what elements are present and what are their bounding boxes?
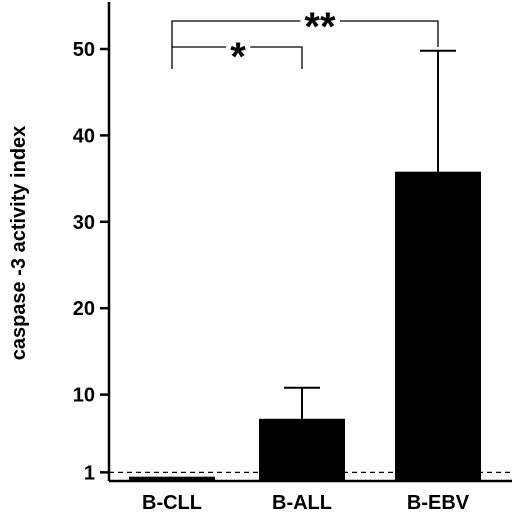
significance-label: ** bbox=[304, 5, 336, 49]
significance-brackets: *** bbox=[171, 5, 439, 79]
chart-labels: B-CLL B-ALL B-EBV bbox=[142, 492, 470, 514]
significance-label-gap bbox=[300, 18, 340, 24]
category-label: B-ALL bbox=[272, 492, 332, 514]
y-tick-label: 30 bbox=[73, 212, 95, 234]
y-tick-label: 1 bbox=[84, 462, 95, 484]
significance-label-gap bbox=[226, 44, 251, 50]
y-axis-title: caspase -3 activity index bbox=[8, 126, 30, 361]
y-tick-label: 40 bbox=[73, 125, 95, 147]
bar-b-all bbox=[259, 418, 345, 481]
y-tick-label: 50 bbox=[73, 39, 95, 61]
category-label: B-CLL bbox=[142, 492, 202, 514]
significance-label: * bbox=[230, 35, 246, 79]
y-tick-label: 10 bbox=[73, 385, 95, 407]
bar-b-cll bbox=[129, 476, 215, 481]
category-label: B-EBV bbox=[407, 492, 470, 514]
y-tick-label: 20 bbox=[73, 298, 95, 320]
bar-b-ebv bbox=[395, 171, 481, 482]
chart-bars bbox=[129, 49, 481, 482]
